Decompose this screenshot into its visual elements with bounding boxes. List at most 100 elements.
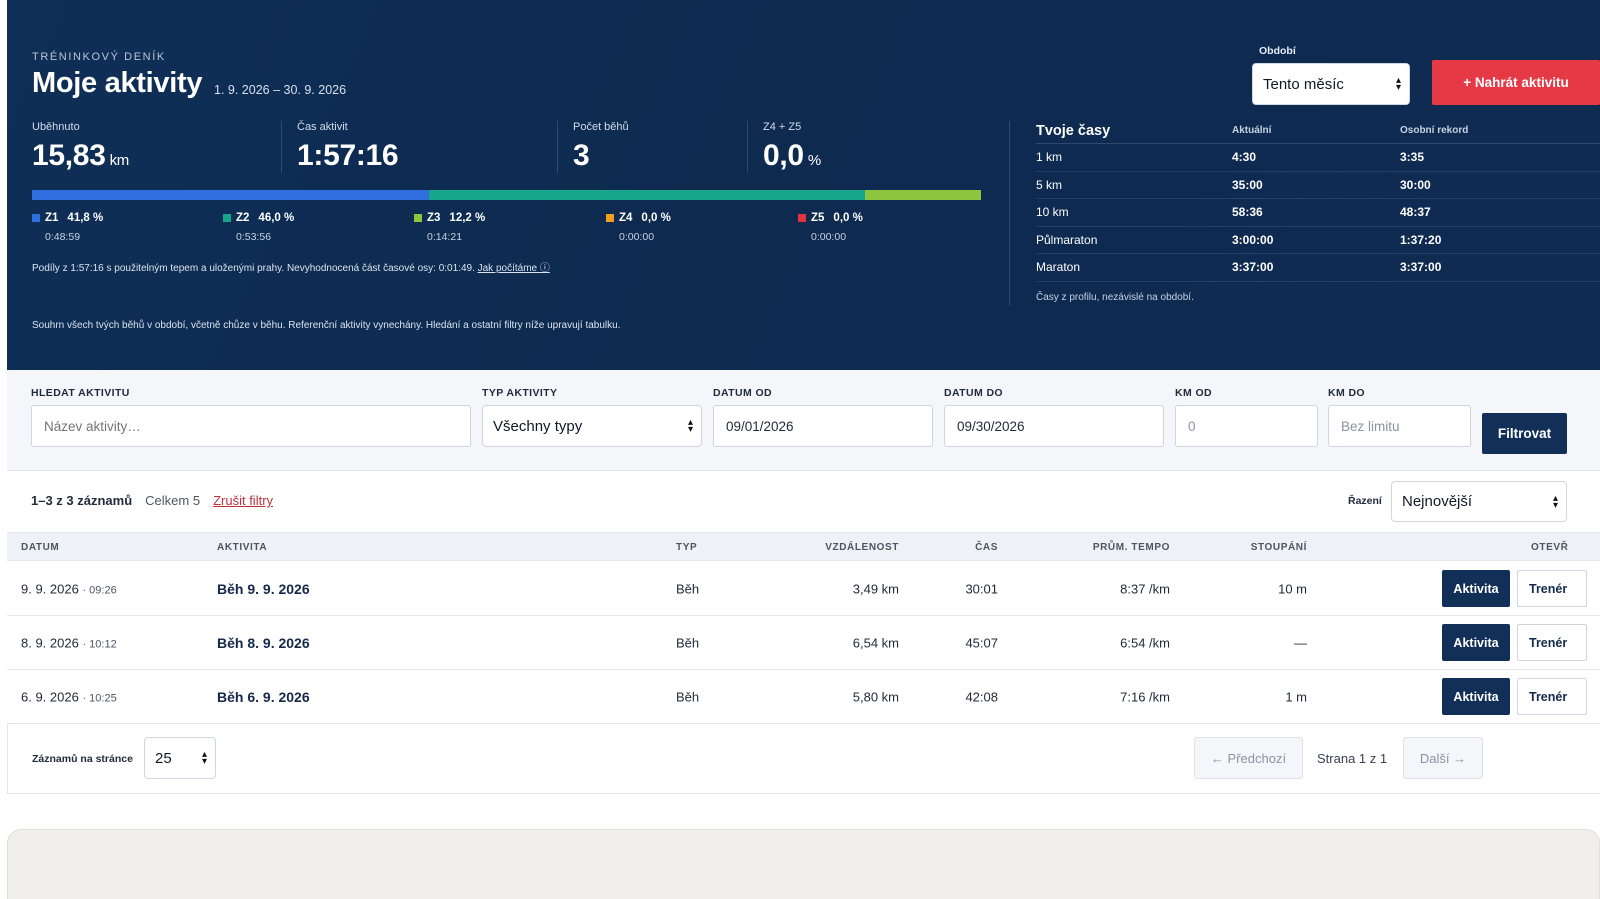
- stat-z4z5: Z4 + Z5 0,0%: [763, 121, 821, 173]
- date-text: 8. 9. 2026: [21, 635, 79, 650]
- col-pace[interactable]: PRŮM. TEMPO: [1092, 542, 1170, 553]
- table-header: DATUM AKTIVITA TYP VZDÁLENOST ČAS PRŮM. …: [7, 532, 1600, 561]
- km-to-label: KM DO: [1328, 387, 1365, 399]
- zone-distribution-bar: [32, 190, 981, 200]
- period-label: Období: [1259, 45, 1296, 57]
- record-count: 1–3 z 3 záznamů: [31, 493, 133, 508]
- times-note: Časy z profilu, nezávislé na období.: [1036, 291, 1194, 303]
- col-distance[interactable]: VZDÁLENOST: [825, 542, 899, 553]
- stat-runs: Počet běhů 3: [573, 121, 629, 173]
- zone-color-swatch: [798, 214, 806, 222]
- times-col-pb: Osobní rekord: [1400, 125, 1469, 136]
- open-activity-button[interactable]: Aktivita: [1442, 624, 1510, 661]
- cell-type: Běh: [676, 635, 700, 650]
- stat-distance: Uběhnuto 15,83 km: [32, 121, 129, 173]
- cell-type: Běh: [676, 689, 700, 704]
- open-activity-button[interactable]: Aktivita: [1442, 678, 1510, 715]
- record-total: Celkem 5: [145, 493, 201, 508]
- table-row[interactable]: 9. 9. 2026 · 09:26 Běh 9. 9. 2026 Běh 3,49 …: [7, 562, 1600, 616]
- type-select[interactable]: Všechny typy ▴ ▾: [482, 405, 702, 447]
- date-from-label: DATUM OD: [713, 387, 772, 399]
- zone-time: 0:48:59: [45, 231, 81, 243]
- col-type[interactable]: TYP: [676, 542, 698, 553]
- zone-percent: 0,0 %: [833, 212, 863, 224]
- times-distance: Maraton: [1036, 260, 1081, 275]
- stat-label: Počet běhů: [573, 121, 629, 133]
- filter-bar: HLEDAT AKTIVITU TYP AKTIVITY Všechny typ…: [7, 370, 1600, 471]
- times-current: 58:36: [1232, 205, 1263, 220]
- times-header: Tvoje časy Aktuální Osobní rekord: [1036, 118, 1600, 144]
- zone-item-z5: Z5 0,0 % 0:00:00: [798, 212, 863, 243]
- date-to-input[interactable]: 09/30/2026: [944, 405, 1164, 447]
- km-from-label: KM OD: [1175, 387, 1212, 399]
- zone-item-z4: Z4 0,0 % 0:00:00: [606, 212, 671, 243]
- open-coach-button[interactable]: Trenér: [1517, 624, 1587, 661]
- table-row[interactable]: 8. 9. 2026 · 10:12 Běh 8. 9. 2026 Běh 6,54 …: [7, 616, 1600, 670]
- cell-elevation: —: [1294, 635, 1307, 650]
- divider: [1009, 121, 1010, 306]
- times-current: 3:37:00: [1232, 260, 1274, 275]
- date-from-input[interactable]: 09/01/2026: [713, 405, 933, 447]
- date-text: 6. 9. 2026: [21, 689, 79, 704]
- zone-item-z1: Z1 41,8 % 0:48:59: [32, 212, 103, 243]
- date-to-label: DATUM DO: [944, 387, 1003, 399]
- km-from-input[interactable]: 0: [1175, 405, 1318, 447]
- col-activity[interactable]: AKTIVITA: [217, 542, 268, 553]
- times-row: Maraton 3:37:00 3:37:00: [1036, 254, 1600, 282]
- page-info: Strana 1 z 1: [1317, 751, 1388, 766]
- cell-type: Běh: [676, 581, 700, 596]
- open-coach-button[interactable]: Trenér: [1517, 678, 1587, 715]
- divider: [747, 121, 748, 173]
- per-page-select[interactable]: 25 ▴ ▾: [144, 737, 216, 779]
- zone-segment-z3: [865, 190, 981, 200]
- times-distance: 1 km: [1036, 150, 1063, 165]
- col-date[interactable]: DATUM: [21, 542, 60, 553]
- sort-select[interactable]: Nejnovější ▴ ▾: [1391, 481, 1567, 522]
- hero-panel: TRÉNINKOVÝ DENÍK Moje aktivity 1. 9. 202…: [7, 0, 1600, 370]
- chevron-updown-icon: ▴ ▾: [687, 417, 693, 435]
- filter-button[interactable]: Filtrovat: [1482, 413, 1567, 454]
- divider: [557, 121, 558, 173]
- type-value: Všechny typy: [493, 417, 583, 435]
- cell-activity-name[interactable]: Běh 8. 9. 2026: [217, 634, 310, 651]
- times-pb: 3:37:00: [1400, 260, 1442, 275]
- zone-color-swatch: [32, 214, 40, 222]
- next-page-button[interactable]: Další →: [1403, 737, 1483, 779]
- col-elevation[interactable]: STOUPÁNÍ: [1250, 542, 1307, 553]
- search-input[interactable]: [31, 405, 471, 447]
- times-row: Půlmaraton 3:00:00 1:37:20: [1036, 227, 1600, 254]
- cell-date: 6. 9. 2026 · 10:25: [21, 689, 117, 704]
- times-current: 3:00:00: [1232, 232, 1274, 247]
- how-we-calculate-link[interactable]: Jak počítáme ⓘ: [477, 263, 550, 274]
- date-text: 9. 9. 2026: [21, 581, 79, 596]
- cell-activity-name[interactable]: Běh 9. 9. 2026: [217, 580, 310, 597]
- cell-pace: 8:37 /km: [1120, 581, 1170, 596]
- times-current: 35:00: [1232, 177, 1263, 192]
- zone-color-swatch: [223, 214, 231, 222]
- upload-activity-button[interactable]: + Nahrát aktivitu: [1432, 60, 1600, 105]
- clear-filters-link[interactable]: Zrušit filtry: [213, 493, 274, 508]
- times-row: 5 km 35:00 30:00: [1036, 172, 1600, 199]
- period-select[interactable]: Tento měsíc ▴ ▾: [1252, 63, 1410, 105]
- sort-value: Nejnovější: [1402, 493, 1473, 510]
- stat-value: 3: [573, 139, 590, 172]
- cell-pace: 6:54 /km: [1120, 635, 1170, 650]
- date-range: 1. 9. 2026 – 30. 9. 2026: [214, 83, 347, 97]
- zone-name: Z4: [619, 212, 633, 224]
- times-col-current: Aktuální: [1232, 125, 1272, 136]
- previous-page-button[interactable]: ← Předchozí: [1194, 737, 1303, 779]
- sort-label: Řazení: [1348, 495, 1382, 507]
- km-to-input[interactable]: Bez limitu: [1328, 405, 1471, 447]
- zone-name: Z5: [811, 212, 825, 224]
- cell-date: 9. 9. 2026 · 09:26: [21, 581, 117, 596]
- col-time[interactable]: ČAS: [975, 542, 998, 553]
- zone-time: 0:00:00: [619, 231, 655, 243]
- open-activity-button[interactable]: Aktivita: [1442, 570, 1510, 607]
- cell-activity-name[interactable]: Běh 6. 9. 2026: [217, 688, 310, 705]
- list-summary: 1–3 z 3 záznamů Celkem 5 Zrušit filtry: [31, 493, 273, 508]
- zone-time: 0:00:00: [811, 231, 847, 243]
- cell-distance: 6,54 km: [852, 635, 899, 650]
- table-row[interactable]: 6. 9. 2026 · 10:25 Běh 6. 9. 2026 Běh 5,80 …: [7, 670, 1600, 724]
- zone-name: Z2: [236, 212, 250, 224]
- open-coach-button[interactable]: Trenér: [1517, 570, 1587, 607]
